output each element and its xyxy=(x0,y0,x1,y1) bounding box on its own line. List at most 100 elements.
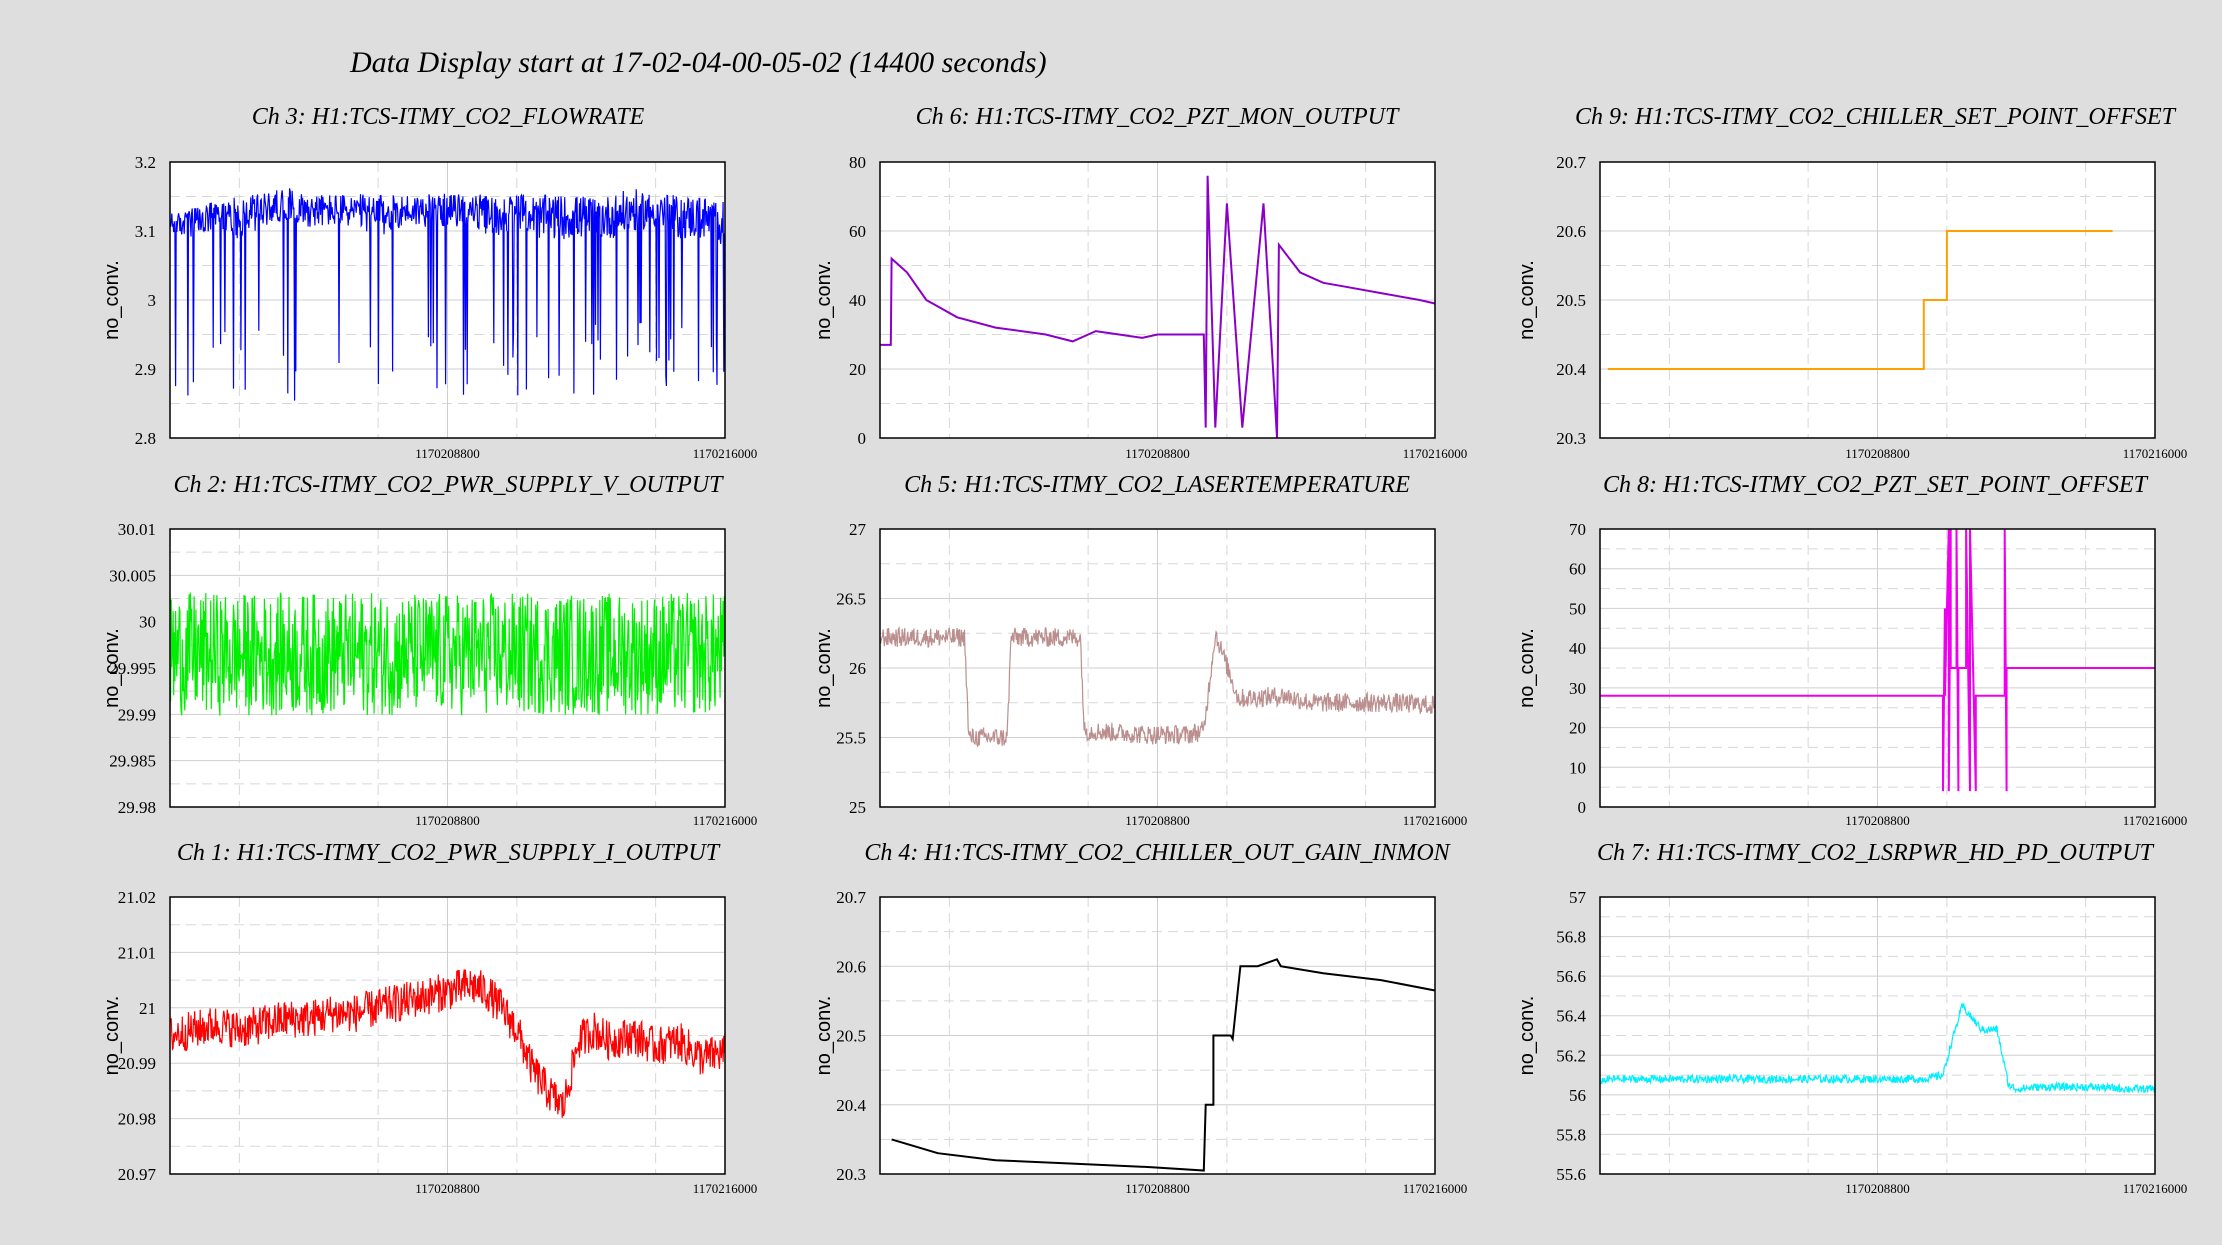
y-tick-label: 50 xyxy=(1569,599,1586,618)
x-tick-label: 1170216000 xyxy=(693,446,758,461)
y-tick-label: 60 xyxy=(849,222,866,241)
y-tick-label: 25.5 xyxy=(836,729,866,748)
y-tick-label: 20.5 xyxy=(1556,291,1586,310)
y-axis-label: no_conv. xyxy=(813,628,835,708)
x-tick-label: 1170208800 xyxy=(1845,446,1910,461)
series-line xyxy=(1607,230,2113,370)
y-tick-label: 26.5 xyxy=(836,590,866,609)
chart-title: Ch 1: H1:TCS-ITMY_CO2_PWR_SUPPLY_I_OUTPU… xyxy=(177,840,721,866)
y-axis-label: no_conv. xyxy=(1516,260,1538,340)
x-tick-label: 1170208800 xyxy=(1845,813,1910,828)
chart-panel-8: 20.3 20.4 20.5 20.6 20.7 1170208800 1170216000… xyxy=(813,840,1467,1196)
chart-title: Ch 4: H1:TCS-ITMY_CO2_CHILLER_OUT_GAIN_I… xyxy=(864,840,1451,866)
y-tick-label: 55.6 xyxy=(1556,1165,1586,1184)
plot-frame xyxy=(169,528,726,808)
y-tick-label: 29.985 xyxy=(109,752,156,771)
series-line xyxy=(169,592,726,716)
y-tick-label: 20.97 xyxy=(118,1165,157,1184)
plot-frame xyxy=(169,896,726,1175)
chart-title: Ch 3: H1:TCS-ITMY_CO2_FLOWRATE xyxy=(252,104,645,130)
x-tick-label: 1170216000 xyxy=(2123,1181,2188,1196)
y-tick-label: 56.4 xyxy=(1556,1007,1586,1026)
y-axis-label: no_conv. xyxy=(101,996,123,1076)
chart-title: Ch 5: H1:TCS-ITMY_CO2_LASERTEMPERATURE xyxy=(904,472,1410,498)
x-tick-label: 1170216000 xyxy=(1403,1181,1468,1196)
series-line xyxy=(1599,1002,2156,1094)
x-tick-label: 1170216000 xyxy=(1403,446,1468,461)
x-tick-label: 1170216000 xyxy=(693,1181,758,1196)
y-tick-label: 20 xyxy=(1569,719,1586,738)
y-tick-label: 26 xyxy=(849,659,866,678)
chart-panel-7: 20.97 20.98 20.99 21 21.01 21.02 1170208800 117… xyxy=(101,840,757,1196)
plot-frame xyxy=(879,896,1436,1175)
y-tick-label: 30.01 xyxy=(118,520,156,539)
x-tick-label: 1170208800 xyxy=(415,813,480,828)
y-tick-label: 20.99 xyxy=(118,1054,156,1073)
plot-frame xyxy=(879,161,1436,439)
x-tick-label: 1170216000 xyxy=(2123,813,2188,828)
y-tick-label: 2.8 xyxy=(135,429,156,448)
y-tick-label: 56.6 xyxy=(1556,967,1586,986)
chart-panel-9: 55.6 55.8 56 56.2 56.4 56.6 56.8 57 1170208800 11… xyxy=(1516,840,2187,1196)
y-tick-label: 0 xyxy=(858,429,867,448)
y-tick-label: 29.98 xyxy=(118,798,156,817)
x-tick-label: 1170208800 xyxy=(415,1181,480,1196)
y-tick-label: 30 xyxy=(1569,679,1586,698)
y-axis-label: no_conv. xyxy=(1516,628,1538,708)
chart-panel-4: 29.98 29.985 29.99 29.995 30 30.005 30.01 11702… xyxy=(101,472,757,828)
series-line xyxy=(169,969,726,1118)
plot-frame xyxy=(1599,896,2156,1175)
y-tick-label: 55.8 xyxy=(1556,1125,1586,1144)
y-tick-label: 3 xyxy=(148,291,157,310)
y-tick-label: 56 xyxy=(1569,1086,1586,1105)
y-tick-label: 21.02 xyxy=(118,888,156,907)
chart-panel-3: 20.3 20.4 20.5 20.6 20.7 1170208800 1170216000… xyxy=(1516,104,2187,461)
x-tick-label: 1170216000 xyxy=(1403,813,1468,828)
y-tick-label: 10 xyxy=(1569,758,1586,777)
x-tick-label: 1170208800 xyxy=(1845,1181,1910,1196)
y-tick-label: 2.9 xyxy=(135,360,156,379)
plot-frame xyxy=(169,161,726,439)
series-line xyxy=(880,175,1436,439)
plot-frame xyxy=(879,528,1436,808)
series-line xyxy=(169,188,726,401)
y-tick-label: 30 xyxy=(139,613,156,632)
series-line xyxy=(891,958,1436,1172)
plot-frame xyxy=(1599,161,2156,439)
chart-panel-2: 0 20 40 60 80 1170208800 1170216000 Ch 6: H1:TC… xyxy=(813,104,1467,461)
chart-title: Ch 7: H1:TCS-ITMY_CO2_LSRPWR_HD_PD_OUTPU… xyxy=(1597,840,2155,866)
y-tick-label: 25 xyxy=(849,798,866,817)
y-axis-label: no_conv. xyxy=(1516,996,1538,1076)
y-tick-label: 20.3 xyxy=(836,1165,866,1184)
chart-title: Ch 8: H1:TCS-ITMY_CO2_PZT_SET_POINT_OFFS… xyxy=(1603,472,2149,498)
y-tick-label: 30.005 xyxy=(109,566,156,585)
y-tick-label: 3.2 xyxy=(135,153,156,172)
x-tick-label: 1170208800 xyxy=(1125,813,1190,828)
y-tick-label: 21 xyxy=(139,999,156,1018)
y-axis-label: no_conv. xyxy=(813,260,835,340)
y-tick-label: 3.1 xyxy=(135,222,156,241)
y-tick-label: 27 xyxy=(849,520,867,539)
chart-panel-6: 0 10 20 30 40 50 60 70 1170208800 1170216000 Ch 8:… xyxy=(1516,472,2187,828)
x-tick-label: 1170208800 xyxy=(1125,446,1190,461)
y-tick-label: 40 xyxy=(849,291,866,310)
y-tick-label: 57 xyxy=(1569,888,1587,907)
y-tick-label: 0 xyxy=(1578,798,1587,817)
x-tick-label: 1170216000 xyxy=(2123,446,2188,461)
y-tick-label: 20.3 xyxy=(1556,429,1586,448)
y-tick-label: 56.2 xyxy=(1556,1046,1586,1065)
plot-frame xyxy=(1599,528,2156,808)
chart-title: Ch 2: H1:TCS-ITMY_CO2_PWR_SUPPLY_V_OUTPU… xyxy=(174,472,725,498)
y-tick-label: 20.4 xyxy=(836,1096,866,1115)
series-line xyxy=(879,626,1436,748)
y-tick-label: 20.98 xyxy=(118,1110,156,1129)
y-tick-label: 20 xyxy=(849,360,866,379)
y-tick-label: 56.8 xyxy=(1556,928,1586,947)
y-axis-label: no_conv. xyxy=(101,628,123,708)
chart-panel-5: 25 25.5 26 26.5 27 1170208800 1170216000 Ch 5: … xyxy=(813,472,1467,828)
chart-title: Ch 6: H1:TCS-ITMY_CO2_PZT_MON_OUTPUT xyxy=(916,104,1400,130)
x-tick-label: 1170208800 xyxy=(1125,1181,1190,1196)
y-tick-label: 20.4 xyxy=(1556,360,1586,379)
